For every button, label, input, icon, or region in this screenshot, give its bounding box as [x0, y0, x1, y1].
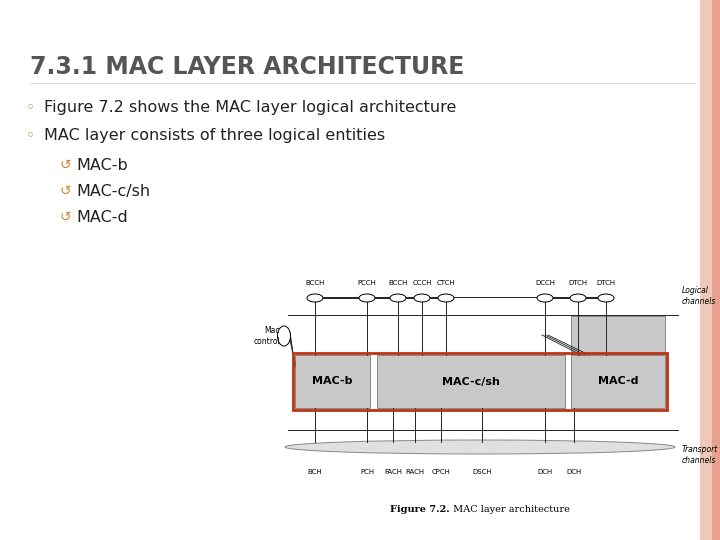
Text: Figure 7.2.: Figure 7.2.	[390, 505, 450, 515]
Ellipse shape	[438, 294, 454, 302]
Text: RACH: RACH	[405, 469, 425, 475]
Text: BCH: BCH	[307, 469, 323, 475]
Ellipse shape	[359, 294, 375, 302]
Text: ↺: ↺	[60, 210, 71, 224]
Ellipse shape	[307, 294, 323, 302]
Text: ◦: ◦	[26, 128, 35, 143]
Text: PCH: PCH	[360, 469, 374, 475]
Text: MAC-c/sh: MAC-c/sh	[76, 184, 150, 199]
Text: ↺: ↺	[60, 184, 71, 198]
Text: Logical
channels: Logical channels	[682, 286, 716, 306]
Text: Mac
control: Mac control	[253, 326, 280, 346]
Bar	[295, 355, 370, 408]
Ellipse shape	[390, 294, 406, 302]
Text: DCCH: DCCH	[535, 280, 555, 286]
Bar	[700, 0, 712, 540]
Text: DSCH: DSCH	[472, 469, 492, 475]
Text: DCH: DCH	[567, 469, 582, 475]
Ellipse shape	[537, 294, 553, 302]
Ellipse shape	[570, 294, 586, 302]
Text: MAC-b: MAC-b	[312, 376, 353, 387]
Text: 7.3.1 MAC LAYER ARCHITECTURE: 7.3.1 MAC LAYER ARCHITECTURE	[30, 55, 464, 79]
Text: CTCH: CTCH	[437, 280, 455, 286]
Ellipse shape	[285, 440, 675, 454]
Text: MAC-c/sh: MAC-c/sh	[442, 376, 500, 387]
Text: DTCH: DTCH	[568, 280, 588, 286]
Text: Figure 7.2 shows the MAC layer logical architecture: Figure 7.2 shows the MAC layer logical a…	[44, 100, 456, 115]
Text: MAC layer consists of three logical entities: MAC layer consists of three logical enti…	[44, 128, 385, 143]
Bar	[571, 355, 665, 408]
Ellipse shape	[277, 326, 290, 346]
Text: MAC-d: MAC-d	[76, 210, 127, 225]
Text: BCCH: BCCH	[305, 280, 325, 286]
Bar	[712, 0, 720, 540]
Text: PCCH: PCCH	[358, 280, 377, 286]
Text: MAC-d: MAC-d	[598, 376, 638, 387]
Text: MAC-b: MAC-b	[76, 158, 127, 173]
Bar	[377, 355, 565, 408]
Text: CPCH: CPCH	[431, 469, 451, 475]
Text: DCH: DCH	[537, 469, 553, 475]
Ellipse shape	[598, 294, 614, 302]
Ellipse shape	[414, 294, 430, 302]
Text: BCCH: BCCH	[388, 280, 408, 286]
Text: Transport
channels: Transport channels	[682, 446, 719, 465]
Text: CCCH: CCCH	[413, 280, 432, 286]
Bar	[571, 316, 665, 355]
Text: MAC layer architecture: MAC layer architecture	[450, 505, 570, 515]
Text: DTCH: DTCH	[596, 280, 616, 286]
Text: ◦: ◦	[26, 100, 35, 115]
Text: ↺: ↺	[60, 158, 71, 172]
Bar	[293, 353, 667, 410]
Text: FACH: FACH	[384, 469, 402, 475]
